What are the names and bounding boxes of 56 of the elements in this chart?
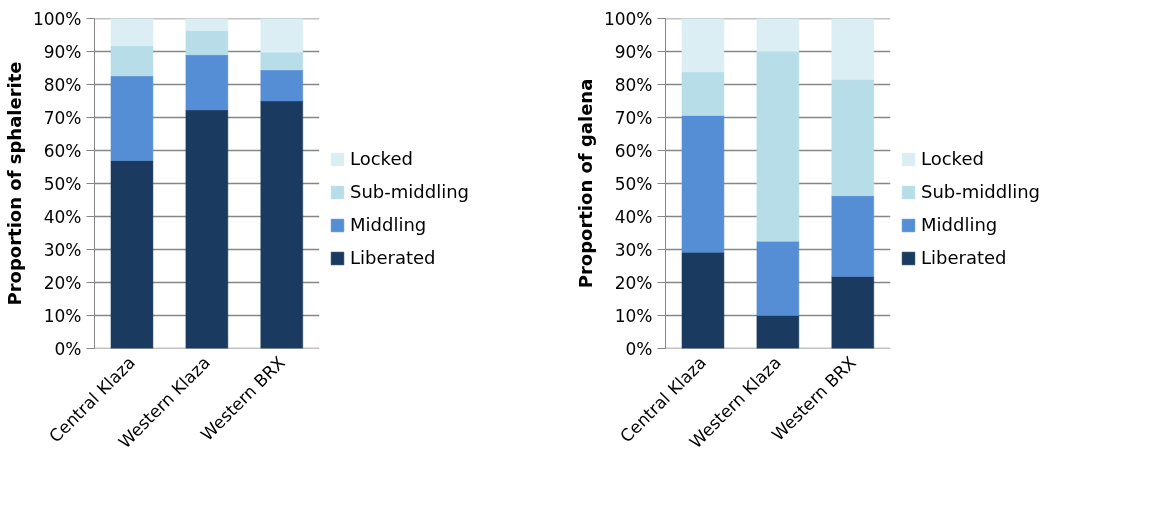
bar	[110, 45, 154, 77]
y-tick-label: 80%	[614, 74, 653, 95]
y-tick-label: 100%	[32, 8, 82, 29]
bar	[110, 75, 154, 161]
bar	[185, 54, 229, 111]
y-tick-label: 100%	[603, 8, 653, 29]
y-tick-label: 50%	[43, 173, 82, 194]
bar	[831, 18, 875, 80]
legend-label: Locked	[350, 148, 413, 169]
y-tick-label: 90%	[614, 41, 653, 62]
y-tick-label: 90%	[43, 41, 82, 62]
y-axis-title: Proportion of sphalerite	[3, 61, 25, 306]
bar	[260, 18, 304, 53]
legend-label: Liberated	[350, 247, 436, 268]
y-tick-label: 60%	[43, 140, 82, 161]
legend-label: Liberated	[921, 247, 1007, 268]
bar	[681, 115, 725, 253]
bar	[756, 51, 800, 242]
legend-label: Middling	[921, 214, 998, 235]
y-tick-label: 0%	[625, 338, 653, 359]
legend-label: Sub-middling	[350, 181, 469, 202]
bar	[681, 251, 725, 349]
y-tick-label: 20%	[43, 272, 82, 293]
bar	[681, 71, 725, 116]
bar	[756, 18, 800, 53]
legend-label: Middling	[350, 214, 427, 235]
bar	[110, 160, 154, 349]
y-tick-label: 70%	[614, 107, 653, 128]
legend-label: Sub-middling	[921, 181, 1040, 202]
bar	[185, 109, 229, 349]
y-axis-title: Proportion of galena	[574, 78, 596, 289]
y-tick-label: 30%	[43, 239, 82, 260]
bar	[110, 18, 154, 47]
legend-label: Locked	[921, 148, 984, 169]
bar	[185, 18, 229, 31]
y-tick-label: 0%	[54, 338, 82, 359]
bar	[756, 241, 800, 316]
y-tick-label: 10%	[614, 305, 653, 326]
bar	[260, 100, 304, 349]
y-tick-label: 80%	[43, 74, 82, 95]
bar	[185, 30, 229, 56]
y-tick-label: 10%	[43, 305, 82, 326]
bar	[260, 69, 304, 102]
y-tick-label: 40%	[614, 206, 653, 227]
y-tick-label: 30%	[614, 239, 653, 260]
bar	[756, 315, 800, 349]
y-tick-label: 20%	[614, 272, 653, 293]
bar	[831, 195, 875, 277]
bar	[831, 79, 875, 196]
bar	[260, 51, 304, 71]
y-tick-label: 40%	[43, 206, 82, 227]
y-tick-label: 70%	[43, 107, 82, 128]
y-tick-label: 50%	[614, 173, 653, 194]
bar	[681, 18, 725, 73]
bar	[831, 276, 875, 349]
y-tick-label: 60%	[614, 140, 653, 161]
